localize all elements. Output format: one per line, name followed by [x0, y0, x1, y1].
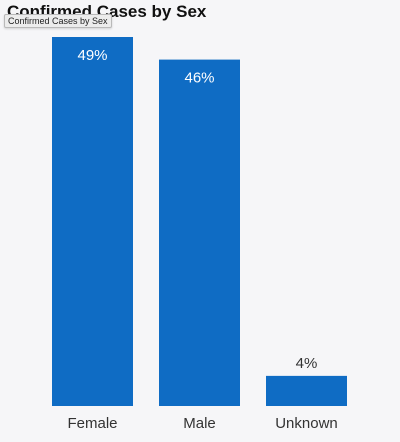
bar-unknown[interactable]: [266, 375, 347, 406]
x-tick-label-female: Female: [67, 415, 117, 432]
x-tick-label-unknown: Unknown: [275, 415, 338, 432]
x-tick-label-male: Male: [183, 415, 216, 432]
data-label-female: 49%: [77, 47, 107, 64]
bar-male[interactable]: [159, 59, 240, 407]
data-label-unknown: 4%: [296, 355, 318, 372]
title-tooltip: Confirmed Cases by Sex: [4, 14, 112, 28]
data-label-male: 46%: [184, 70, 214, 87]
bar-female[interactable]: [52, 37, 133, 406]
